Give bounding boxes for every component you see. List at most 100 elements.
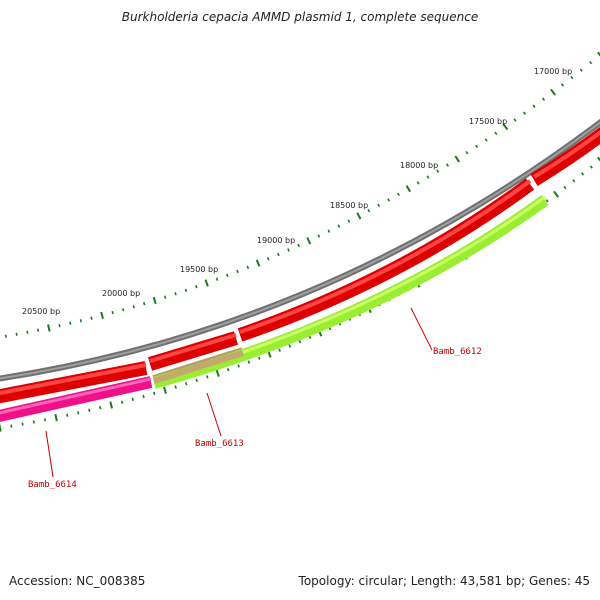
outer-scale-tick	[287, 248, 290, 252]
scale-label-17000: 17000 bp	[534, 67, 572, 76]
inner-scale-tick	[580, 172, 585, 176]
forward-cds-right-shine	[239, 179, 532, 334]
outer-scale-tick	[367, 209, 371, 213]
outer-scale-tick	[494, 131, 498, 136]
sequence-backbone-highlight	[0, 121, 600, 380]
outer-scale-tick	[152, 296, 157, 305]
accession-text: Accession: NC_008385	[9, 574, 146, 588]
inner-scale-tick	[545, 199, 549, 203]
outer-scale-tick	[277, 252, 280, 257]
inner-scale-tick	[66, 413, 69, 417]
outer-scale-tick	[523, 111, 527, 115]
outer-scale-tick	[246, 265, 250, 270]
forward-cds-far-right-shine	[532, 130, 600, 179]
forward-cds-left	[0, 361, 148, 404]
forward-cds-mid	[147, 331, 239, 371]
outer-scale-tick	[174, 292, 177, 296]
outer-scale-tick	[484, 138, 488, 142]
inner-scale-tick	[0, 424, 2, 432]
outer-scale-tick	[589, 60, 593, 65]
outer-scale-tick	[416, 181, 420, 185]
outer-scale-tick	[356, 212, 362, 220]
gene-bamb-6613-overlay	[153, 350, 244, 384]
outer-scale-tick	[560, 83, 565, 87]
outer-scale-tick	[570, 75, 574, 80]
outer-scale-tick	[15, 332, 18, 336]
outer-scale-tick	[255, 259, 261, 267]
gene-label-bamb-6614[interactable]: Bamb_6614	[28, 480, 77, 490]
gene-label-bamb-6613[interactable]: Bamb_6613	[195, 439, 244, 449]
inner-scale-tick	[572, 179, 576, 183]
outer-scale-tick	[143, 301, 146, 306]
outer-scale-tick	[100, 311, 104, 320]
inner-scale-tick	[226, 368, 230, 372]
inner-scale-tick	[589, 165, 593, 169]
inner-scale-tick	[298, 340, 302, 344]
outer-scale-tick	[465, 150, 469, 155]
outer-scale-tick	[377, 203, 381, 207]
outer-scale-tick	[236, 269, 239, 274]
outer-scale-tick	[69, 321, 72, 325]
outer-scale-tick	[542, 97, 546, 101]
outer-scale-tick	[502, 123, 509, 131]
inner-scale-tick	[553, 190, 560, 198]
outer-scale-tick	[550, 88, 556, 96]
scale-label-19500: 19500 bp	[180, 265, 218, 274]
scale-label-17500: 17500 bp	[469, 117, 507, 126]
outer-scale-tick	[195, 285, 198, 289]
gene-bamb-6614[interactable]	[0, 376, 153, 422]
outer-scale-ticks	[4, 51, 600, 338]
gene-label-bamb-6612[interactable]: Bamb_6612	[433, 347, 482, 357]
outer-scale-tick	[513, 118, 517, 122]
inner-scale-tick	[174, 385, 177, 389]
outer-scale-tick	[317, 234, 321, 238]
inner-scale-tick	[120, 400, 124, 404]
inner-scale-tick	[308, 335, 312, 340]
inner-scale-tick	[215, 369, 220, 377]
inner-scale-tick	[77, 411, 80, 415]
outer-scale-tick	[306, 237, 312, 245]
outer-scale-tick	[426, 175, 430, 179]
forward-cds-far-right	[530, 126, 600, 186]
outer-scale-tick	[26, 330, 29, 334]
outer-scale-tick	[37, 328, 40, 332]
outer-scale-tick	[327, 229, 331, 233]
inner-scale-tick	[131, 397, 134, 402]
outer-scale-tick	[297, 243, 301, 248]
outer-scale-tick	[225, 273, 229, 277]
outer-scale-tick	[387, 198, 391, 202]
inner-scale-tick	[597, 156, 600, 162]
inner-scale-tick	[278, 348, 281, 352]
outer-scale-tick	[597, 51, 600, 57]
outer-scale-tick	[215, 277, 219, 281]
inner-scale-tick	[32, 420, 35, 424]
outer-scale-tick	[337, 224, 341, 228]
inner-scale-tick	[43, 418, 47, 422]
scale-label-18000: 18000 bp	[400, 161, 438, 170]
outer-scale-tick	[397, 192, 400, 196]
forward-cds-right	[237, 178, 535, 342]
inner-scale-tick	[153, 391, 156, 396]
label-line-bamb-6613	[206, 392, 222, 437]
forward-cds-left-shine	[0, 363, 147, 396]
label-line-bamb-6614	[45, 430, 54, 478]
scale-label-20000: 20000 bp	[102, 289, 140, 298]
gene-bamb-6614-shine	[0, 377, 152, 415]
outer-scale-tick	[184, 288, 188, 292]
inner-scale-tick	[142, 394, 145, 399]
inner-scale-tick	[257, 356, 261, 360]
inner-scale-tick	[237, 364, 240, 368]
map-title: Burkholderia cepacia AMMD plasmid 1, com…	[121, 10, 479, 24]
inner-scale-tick	[10, 424, 13, 428]
forward-cds-mid-shine	[149, 333, 237, 363]
outer-scale-tick	[111, 311, 114, 315]
outer-scale-tick	[47, 324, 51, 332]
outer-scale-tick	[79, 319, 82, 323]
scale-label-19000: 19000 bp	[257, 236, 295, 245]
inner-scale-tick	[247, 360, 251, 364]
outer-scale-tick	[122, 308, 125, 312]
inner-scale-tick	[195, 378, 199, 383]
outer-scale-tick	[204, 279, 209, 287]
inner-scale-tick	[185, 382, 188, 386]
